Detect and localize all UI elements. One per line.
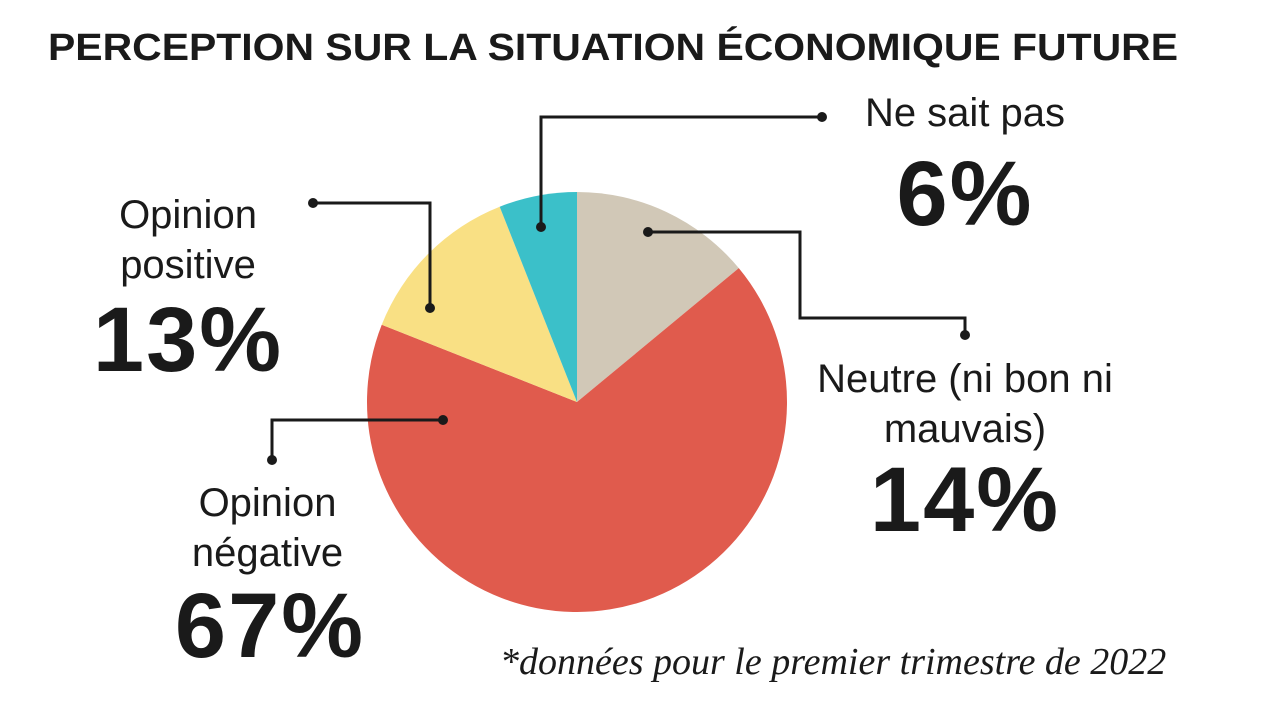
leader-line — [270, 418, 443, 460]
value-label: 6% — [896, 143, 1034, 245]
leader-dot — [536, 222, 546, 232]
leader-dot — [267, 455, 277, 465]
leader-dot — [425, 303, 435, 313]
leader-lines — [270, 115, 967, 460]
leader-dot — [817, 112, 827, 122]
pie-slice — [367, 268, 787, 613]
value-label: 67% — [174, 575, 366, 677]
slice-label: Opinion négative — [191, 481, 344, 575]
pie-slice — [577, 192, 739, 402]
chart-title: PERCEPTION SUR LA SITUATION ÉCONOMIQUE F… — [48, 25, 1178, 69]
leader-line — [313, 201, 432, 308]
slice-label: Ne sait pas — [864, 91, 1066, 135]
leader-dots — [267, 112, 970, 465]
leader-line — [539, 115, 822, 227]
leader-dot — [438, 415, 448, 425]
value-label: 13% — [92, 289, 284, 391]
pie-slice — [499, 192, 577, 402]
leader-dot — [308, 198, 318, 208]
slice-label: Neutre (ni bon ni mauvais) — [817, 357, 1113, 451]
slice-label: Opinion positive — [119, 193, 257, 287]
leader-line — [648, 230, 967, 335]
leader-dot — [643, 227, 653, 237]
value-label: 14% — [869, 449, 1061, 551]
leader-dot — [960, 330, 970, 340]
footnote: *données pour le premier trimestre de 20… — [500, 641, 1167, 683]
